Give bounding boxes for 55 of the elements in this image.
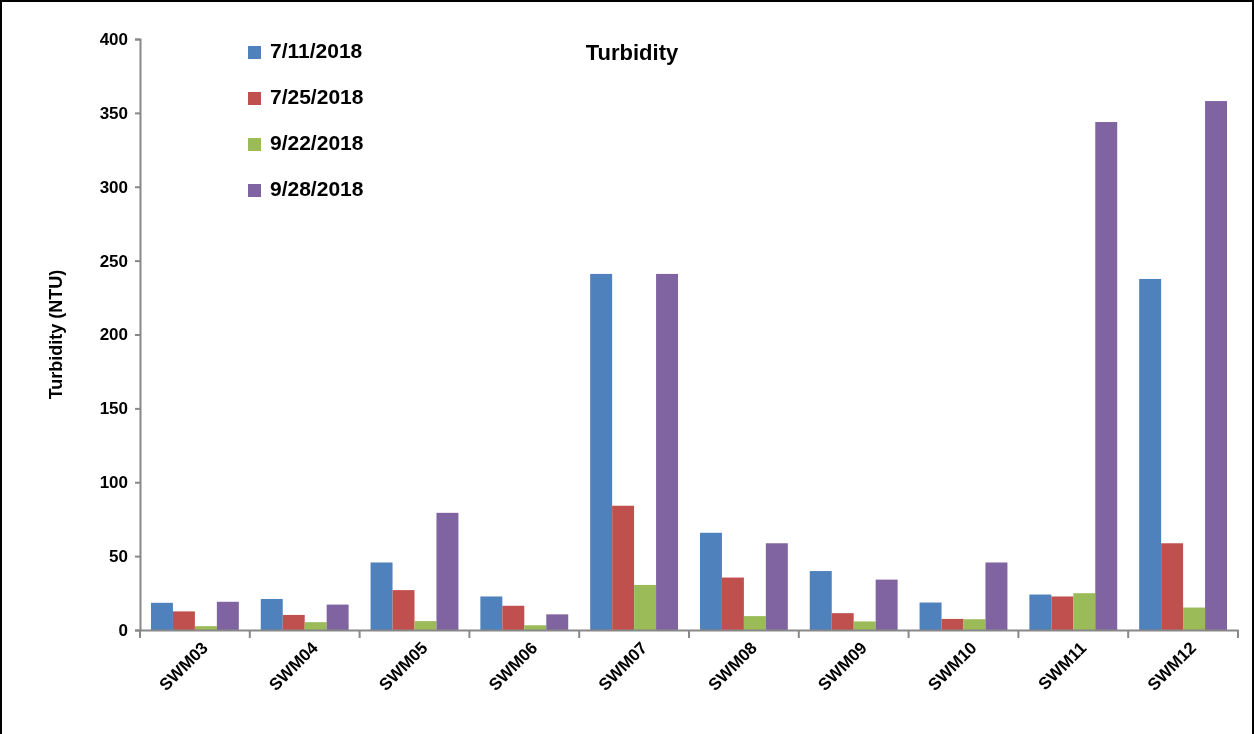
bar bbox=[480, 596, 503, 630]
bar bbox=[392, 590, 415, 630]
bar bbox=[436, 512, 459, 630]
bar bbox=[326, 604, 349, 630]
bar bbox=[1095, 122, 1118, 630]
bar bbox=[524, 625, 547, 630]
bar bbox=[963, 619, 986, 630]
bar bbox=[150, 602, 173, 630]
y-axis-title: Turbidity (NTU) bbox=[46, 269, 66, 400]
y-tick-label: 250 bbox=[99, 251, 128, 271]
legend-label: 9/22/2018 bbox=[270, 131, 364, 154]
legend-label: 7/11/2018 bbox=[270, 39, 363, 62]
bar bbox=[216, 601, 239, 630]
bar bbox=[370, 562, 393, 630]
bar bbox=[590, 273, 613, 630]
y-tick-label: 300 bbox=[99, 177, 128, 197]
bar bbox=[699, 532, 722, 630]
bar bbox=[985, 562, 1008, 630]
y-tick-label: 350 bbox=[99, 103, 128, 123]
legend-label: 9/28/2018 bbox=[270, 177, 364, 200]
bar bbox=[194, 626, 217, 630]
bar bbox=[743, 616, 766, 630]
bar bbox=[634, 584, 657, 630]
y-tick-label: 50 bbox=[109, 547, 128, 567]
bar bbox=[546, 614, 569, 630]
bar bbox=[304, 622, 327, 630]
y-tick-label: 100 bbox=[99, 473, 128, 493]
legend-label: 7/25/2018 bbox=[270, 85, 364, 108]
bar bbox=[919, 602, 942, 630]
y-tick-label: 200 bbox=[99, 325, 128, 345]
bar bbox=[1161, 543, 1184, 630]
bar bbox=[1205, 101, 1228, 630]
bar bbox=[414, 621, 437, 630]
bar bbox=[282, 614, 305, 630]
bar bbox=[765, 543, 788, 630]
bar bbox=[1051, 596, 1074, 630]
bar bbox=[941, 618, 964, 630]
y-tick-label: 0 bbox=[118, 620, 128, 640]
bar bbox=[809, 571, 832, 630]
bar bbox=[875, 579, 898, 630]
bar bbox=[853, 621, 876, 630]
bar bbox=[831, 613, 854, 630]
bar bbox=[172, 611, 195, 630]
bar bbox=[612, 505, 635, 630]
y-tick-label: 400 bbox=[99, 29, 128, 49]
bar bbox=[260, 598, 283, 630]
bar bbox=[1029, 594, 1052, 630]
bar bbox=[721, 577, 744, 630]
chart-title: Turbidity bbox=[585, 40, 679, 65]
bar bbox=[1183, 607, 1206, 630]
bar bbox=[1139, 278, 1162, 630]
bar bbox=[1073, 593, 1096, 630]
y-tick-label: 150 bbox=[99, 399, 128, 419]
bar bbox=[502, 605, 525, 630]
bar bbox=[656, 273, 679, 630]
